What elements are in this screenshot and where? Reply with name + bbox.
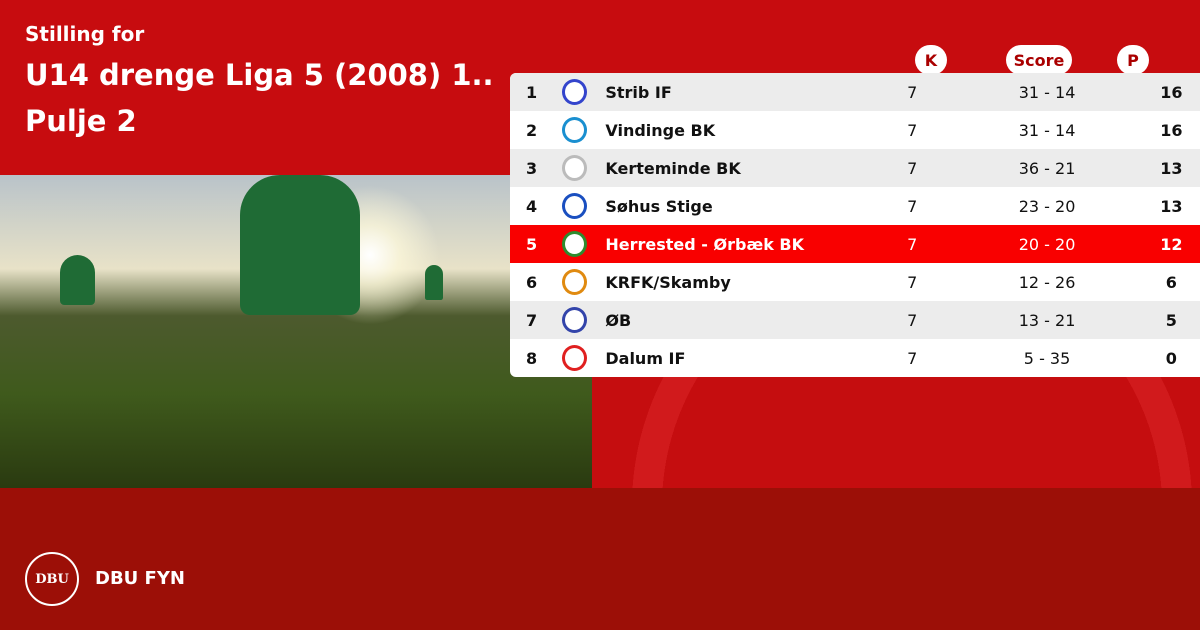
goal-score: 12 - 26: [1018, 272, 1076, 292]
column-k: K: [915, 45, 947, 75]
team-crest-icon: [562, 307, 588, 333]
team-crest-icon: [562, 79, 588, 105]
matches-played: 7: [907, 158, 918, 178]
table-row[interactable]: 1 Strib IF 7 31 - 14 16: [510, 73, 1200, 111]
points: 0: [1165, 348, 1177, 368]
goal-score: 13 - 21: [1018, 310, 1076, 330]
matches-played: 7: [907, 310, 918, 330]
column-p: P: [1117, 45, 1149, 75]
matches-played: 7: [907, 120, 918, 140]
goal-score: 31 - 14: [1018, 120, 1076, 140]
team-name[interactable]: Dalum IF: [605, 348, 686, 368]
matches-played: 7: [907, 196, 918, 216]
player: [425, 265, 443, 300]
team-crest-icon: [562, 117, 588, 143]
team-crest-icon: [562, 269, 588, 295]
table-row[interactable]: 4 Søhus Stige 7 23 - 20 13: [510, 187, 1200, 225]
table-row[interactable]: 2 Vindinge BK 7 31 - 14 16: [510, 111, 1200, 149]
team-name[interactable]: KRFK/Skamby: [605, 272, 731, 292]
standings-table: 1 Strib IF 7 31 - 14 16 2 Vindinge BK 7 3…: [510, 73, 1200, 377]
football-photo: [0, 175, 592, 488]
dbu-logo: DBU: [25, 552, 79, 606]
player: [60, 255, 95, 305]
team-crest-icon: [562, 193, 588, 219]
position: 1: [526, 82, 538, 102]
points: 12: [1160, 234, 1183, 254]
points: 6: [1165, 272, 1177, 292]
team-crest-icon: [562, 231, 588, 257]
position: 8: [526, 348, 538, 368]
goal-score: 23 - 20: [1018, 196, 1076, 216]
points: 13: [1160, 196, 1183, 216]
goal-score: 20 - 20: [1018, 234, 1076, 254]
points: 13: [1160, 158, 1183, 178]
team-crest-icon: [562, 345, 588, 371]
points: 16: [1160, 82, 1183, 102]
team-name[interactable]: Søhus Stige: [605, 196, 713, 216]
position: 6: [526, 272, 538, 292]
team-name[interactable]: Vindinge BK: [605, 120, 716, 140]
league-title: U14 drenge Liga 5 (2008) 1..: [25, 58, 494, 92]
footer-band: [0, 488, 1200, 630]
position: 4: [526, 196, 538, 216]
goal-score: 31 - 14: [1018, 82, 1076, 102]
matches-played: 7: [907, 348, 918, 368]
matches-played: 7: [907, 272, 918, 292]
team-crest-icon: [562, 155, 588, 181]
player: [240, 175, 360, 315]
table-row[interactable]: 5 Herrested - Ørbæk BK 7 20 - 20 12: [510, 225, 1200, 263]
pool-title: Pulje 2: [25, 104, 137, 138]
team-name[interactable]: ØB: [605, 310, 632, 330]
position: 5: [526, 234, 538, 254]
table-row[interactable]: 6 KRFK/Skamby 7 12 - 26 6: [510, 263, 1200, 301]
points: 5: [1165, 310, 1177, 330]
position: 3: [526, 158, 538, 178]
team-name[interactable]: Strib IF: [605, 82, 672, 102]
points: 16: [1160, 120, 1183, 140]
matches-played: 7: [907, 234, 918, 254]
table-row[interactable]: 8 Dalum IF 7 5 - 35 0: [510, 339, 1200, 377]
column-score: Score: [1006, 45, 1072, 75]
brand-name: DBU FYN: [95, 568, 185, 589]
position: 7: [526, 310, 538, 330]
table-row[interactable]: 3 Kerteminde BK 7 36 - 21 13: [510, 149, 1200, 187]
table-row[interactable]: 7 ØB 7 13 - 21 5: [510, 301, 1200, 339]
team-name[interactable]: Herrested - Ørbæk BK: [605, 234, 805, 254]
matches-played: 7: [907, 82, 918, 102]
team-name[interactable]: Kerteminde BK: [605, 158, 741, 178]
position: 2: [526, 120, 538, 140]
subtitle: Stilling for: [25, 22, 145, 46]
goal-score: 5 - 35: [1023, 348, 1071, 368]
watermark: [592, 376, 1200, 488]
goal-score: 36 - 21: [1018, 158, 1076, 178]
